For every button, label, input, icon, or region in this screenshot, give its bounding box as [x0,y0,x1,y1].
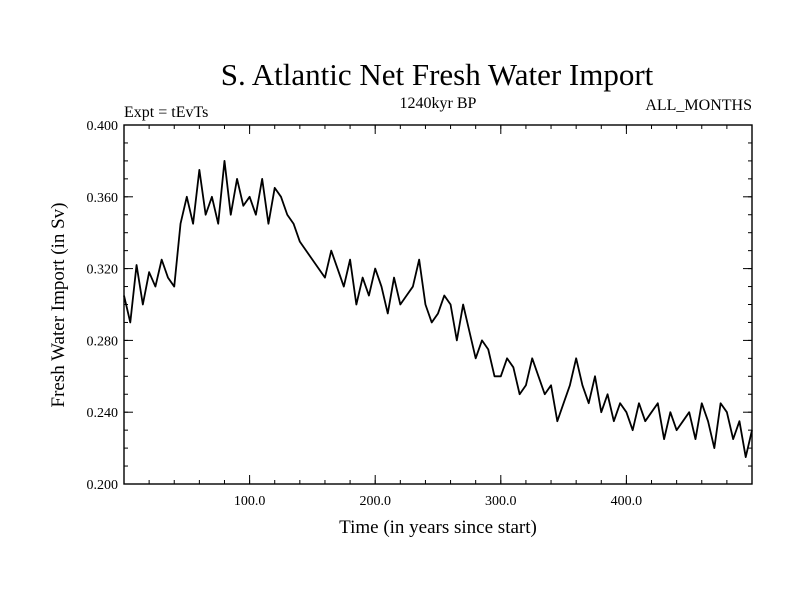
plot-frame [123,124,753,485]
y-tick-label: 0.240 [87,406,119,421]
experiment-label: Expt = tEvTs [124,104,208,121]
x-tick-label: 300.0 [485,494,517,509]
y-axis-ticks: 0.200 0.240 0.280 0.320 0.360 0.400 [87,119,752,493]
y-tick-label: 0.400 [87,119,119,134]
x-tick-label: 200.0 [359,494,391,509]
x-axis-label: Time (in years since start) [339,517,537,538]
y-axis-label: Fresh Water Import (in Sv) [48,203,69,408]
y-tick-label: 0.360 [87,191,119,206]
x-tick-label: 400.0 [611,494,643,509]
x-axis-ticks: 100.0 200.0 300.0 400.0 [148,125,728,509]
y-tick-label: 0.320 [87,263,119,278]
y-tick-label: 0.280 [87,334,119,349]
x-tick-label: 100.0 [234,494,266,509]
chart-title: S. Atlantic Net Fresh Water Import [221,57,654,92]
months-label: ALL_MONTHS [645,97,752,114]
y-tick-label: 0.200 [87,478,119,493]
series-line-fresh-water-import [123,160,753,458]
period-label: 1240kyr BP [400,95,477,112]
